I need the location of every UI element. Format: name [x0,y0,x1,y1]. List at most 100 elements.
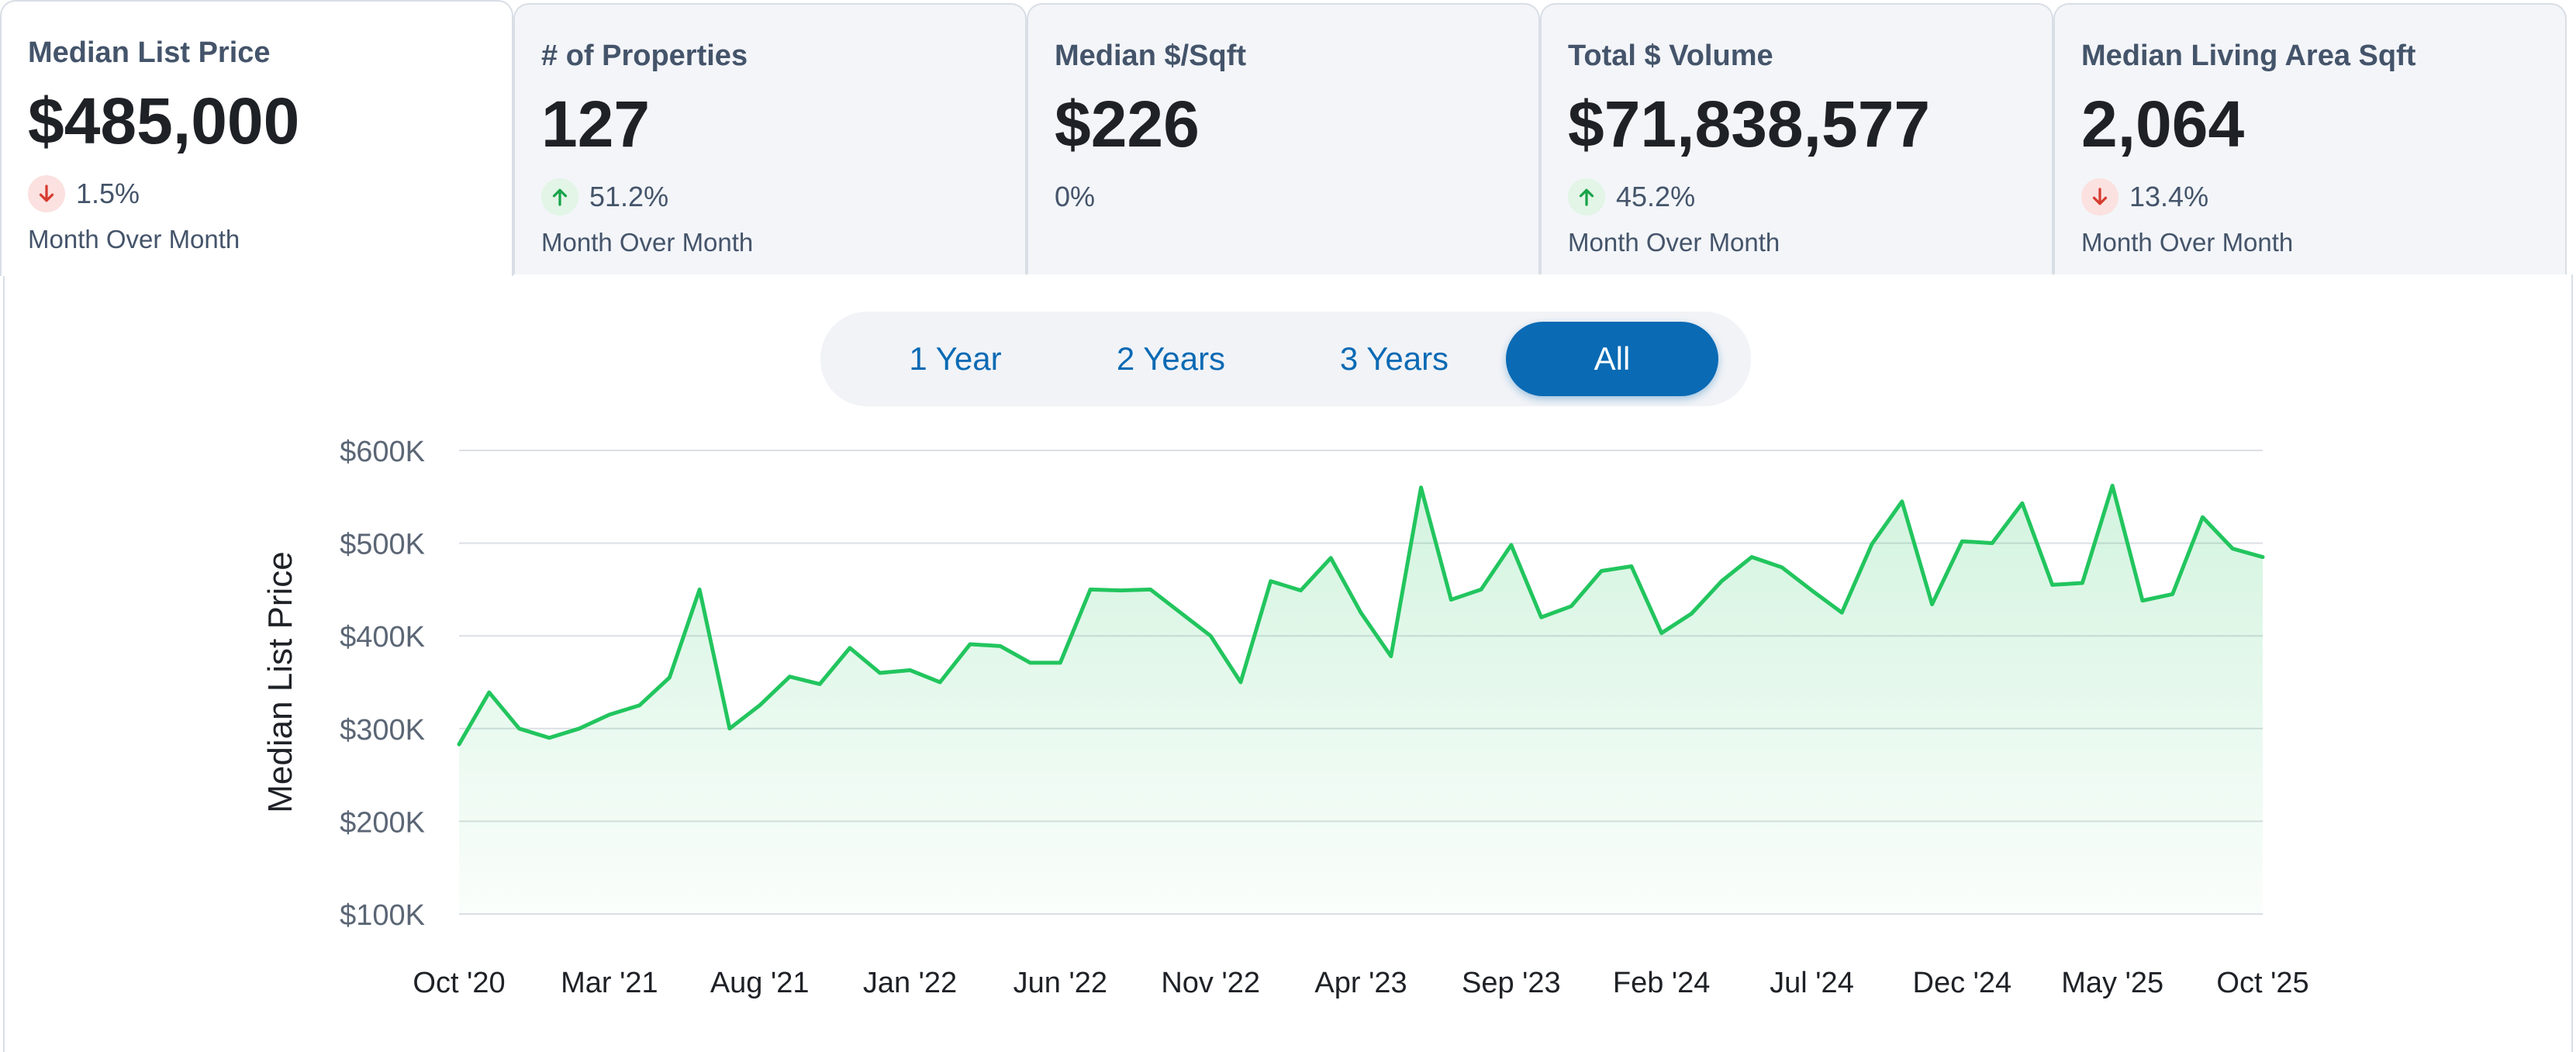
stat-change-value: 45.2% [1616,181,1696,212]
stat-change-value: 13.4% [2129,181,2209,212]
x-tick-label: Apr '23 [1314,967,1407,999]
stat-tab-median-living-area[interactable]: Median Living Area Sqft 2,064 13.4% Mont… [2053,3,2567,276]
data-point [1118,588,1123,593]
x-tick-label: Feb '24 [1613,967,1711,999]
data-point [1900,499,1904,504]
x-tick-label: Nov '22 [1161,967,1260,999]
arrow-down-icon [2081,178,2118,216]
x-tick-label: Aug '21 [710,967,810,999]
data-point [1569,604,1573,609]
data-point [2050,582,2055,587]
data-point [1449,598,1453,602]
data-point [547,736,551,740]
y-tick-label: $500K [340,529,425,561]
area-path [459,485,2263,914]
data-point [848,646,852,650]
data-point [787,674,792,679]
data-point [1780,565,1784,570]
data-point [2260,555,2265,560]
x-tick-label: Jul '24 [1770,967,1854,999]
data-point [908,667,913,672]
data-point [2080,581,2084,585]
data-point [517,726,522,731]
data-point [1238,680,1243,685]
area-fill [459,485,2263,914]
data-point [1839,610,1844,615]
data-point [2110,483,2115,488]
x-tick-label: Sep '23 [1462,967,1561,999]
stat-title: Median $/Sqft [1055,40,1247,72]
data-point [667,675,672,680]
data-point [1930,602,1935,607]
data-point [1960,539,1964,543]
data-point [878,671,882,675]
y-tick-label: $200K [340,806,425,839]
stat-title: # of Properties [541,40,748,72]
data-point [2230,547,2235,551]
data-point [1389,654,1393,659]
stat-change: 13.4% [2081,177,2565,217]
stat-title: Total $ Volume [1568,40,1773,72]
range-button-1-year[interactable]: 1 Year [909,340,1002,377]
stat-subtitle: Month Over Month [28,225,240,254]
arrow-up-icon [541,178,578,216]
x-tick-label: May '25 [2061,967,2163,999]
stat-value: 2,064 [2081,88,2245,160]
range-button-2-years[interactable]: 2 Years [1116,340,1226,377]
data-point [1028,661,1033,665]
x-tick-label: Oct '25 [2216,967,2308,999]
range-button-all[interactable]: All [1506,322,1718,396]
data-point [1599,568,1604,573]
stat-change: 45.2% [1568,177,2052,217]
x-tick-label: Jun '22 [1013,967,1107,999]
data-point [1749,555,1754,560]
data-point [1539,615,1544,619]
data-point [1509,543,1514,547]
data-point [1689,611,1694,616]
data-point [637,703,642,708]
data-point [998,643,1003,648]
data-point [1178,610,1183,615]
y-tick-label: $100K [340,899,425,932]
y-tick-label: $400K [340,621,425,654]
data-point [1269,579,1273,584]
data-point [817,681,822,686]
data-point [727,726,732,731]
data-point [2200,515,2205,519]
data-point [1810,588,1815,593]
stat-change-value: 1.5% [76,178,140,209]
y-axis-ticks: $100K $200K $300K $400K $500K $600K [340,436,425,932]
x-axis-ticks: Oct '20 Mar '21 Aug '21 Jan '22 Jun '22 Nov '… [413,967,2308,999]
data-point [1659,631,1664,636]
stat-tab-median-list-price[interactable]: Median List Price $485,000 1.5% Month Ov… [0,0,513,276]
range-button-3-years[interactable]: 3 Years [1339,340,1449,377]
stat-tab-total-volume[interactable]: Total $ Volume $71,838,577 45.2% Month O… [1540,3,2053,276]
stat-tab-median-price-sqft[interactable]: Median $/Sqft $226 0% [1027,3,1540,276]
stat-change: 1.5% [28,174,512,214]
data-point [1870,542,1874,547]
data-point [2020,501,2025,505]
stat-value: 127 [541,88,651,160]
data-point [938,680,942,685]
data-point [457,742,461,747]
data-point [1058,661,1062,665]
x-tick-label: Mar '21 [561,967,658,999]
arrow-down-icon [28,175,65,212]
data-point [1629,564,1634,569]
stat-tab-properties[interactable]: # of Properties 127 51.2% Month Over Mon… [513,3,1027,276]
series-line-median-list-price [457,483,2265,747]
data-point [487,690,492,695]
data-point [968,642,972,647]
data-point [1208,633,1213,638]
series-line [457,483,2265,747]
y-axis-label: Median List Price [261,551,299,812]
stat-value: $71,838,577 [1568,88,1931,160]
data-point [577,726,582,731]
y-tick-label: $300K [340,714,425,747]
stat-value: $485,000 [28,85,300,157]
stat-change: 0% [1055,177,1538,217]
stat-change-value: 51.2% [589,181,669,212]
stat-title: Median List Price [28,36,271,69]
stat-subtitle: Month Over Month [2081,228,2294,257]
data-point [1990,541,1994,546]
